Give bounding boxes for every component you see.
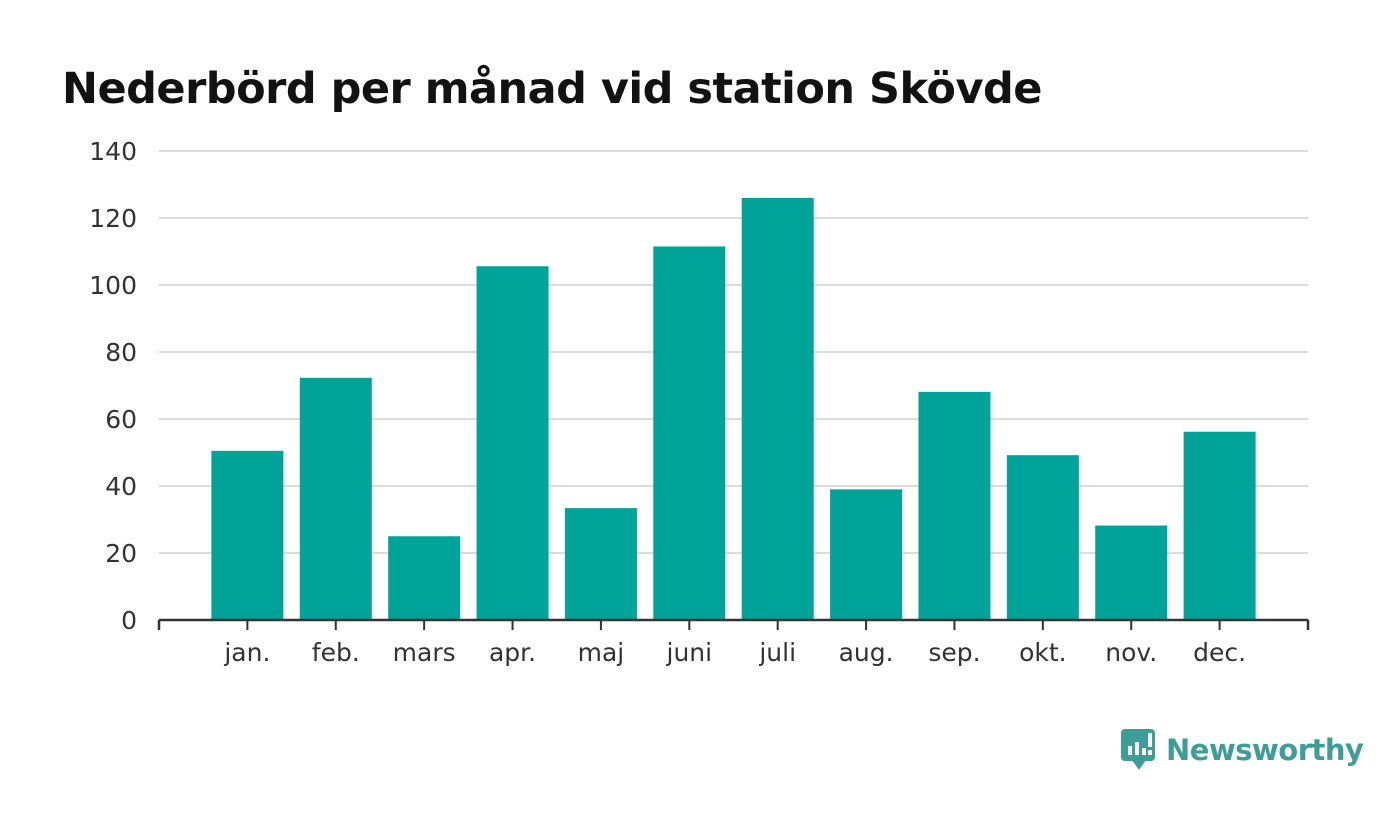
bar <box>211 450 284 620</box>
bar <box>830 489 903 620</box>
newsworthy-logo-icon <box>1121 729 1155 770</box>
bar <box>388 536 461 620</box>
y-tick-labels: 0 20 40 60 80 100 120 140 <box>89 137 137 635</box>
y-tick-label: 60 <box>105 405 137 434</box>
y-tick-label: 80 <box>105 338 137 367</box>
brand-logo: Newsworthy <box>1120 728 1364 772</box>
x-tick-label: mars <box>393 638 456 667</box>
bar <box>1095 525 1168 620</box>
x-tick-label: feb. <box>312 638 360 667</box>
bar <box>741 197 814 620</box>
brand-name: Newsworthy <box>1166 733 1364 767</box>
bar <box>1183 431 1256 620</box>
x-tick-label: juli <box>758 638 796 667</box>
y-tick-label: 0 <box>121 606 137 635</box>
x-tick-label: sep. <box>928 638 980 667</box>
bar <box>1006 455 1079 620</box>
x-tick-label: apr. <box>489 638 536 667</box>
y-tick-label: 100 <box>89 271 137 300</box>
x-tick-label: nov. <box>1105 638 1157 667</box>
x-tick-label: juni <box>666 638 713 667</box>
y-tick-label: 120 <box>89 204 137 233</box>
bar <box>918 391 991 620</box>
y-tick-label: 140 <box>89 137 137 166</box>
x-tick-label: jan. <box>223 638 270 667</box>
bar <box>299 377 372 620</box>
x-axis <box>157 618 1310 630</box>
y-tick-label: 40 <box>105 472 137 501</box>
bars <box>211 197 1256 620</box>
bar <box>564 508 637 620</box>
chart-title: Nederbörd per månad vid station Skövde <box>62 64 1042 114</box>
y-tick-label: 20 <box>105 539 137 568</box>
bar <box>476 266 549 620</box>
x-tick-label: okt. <box>1019 638 1067 667</box>
x-tick-label: aug. <box>839 638 894 667</box>
x-tick-label: maj <box>578 638 625 667</box>
x-tick-labels: jan. feb. mars apr. maj juni juli aug. sep. okt. n… <box>223 638 1246 667</box>
bar <box>653 246 726 620</box>
x-tick-label: dec. <box>1193 638 1246 667</box>
